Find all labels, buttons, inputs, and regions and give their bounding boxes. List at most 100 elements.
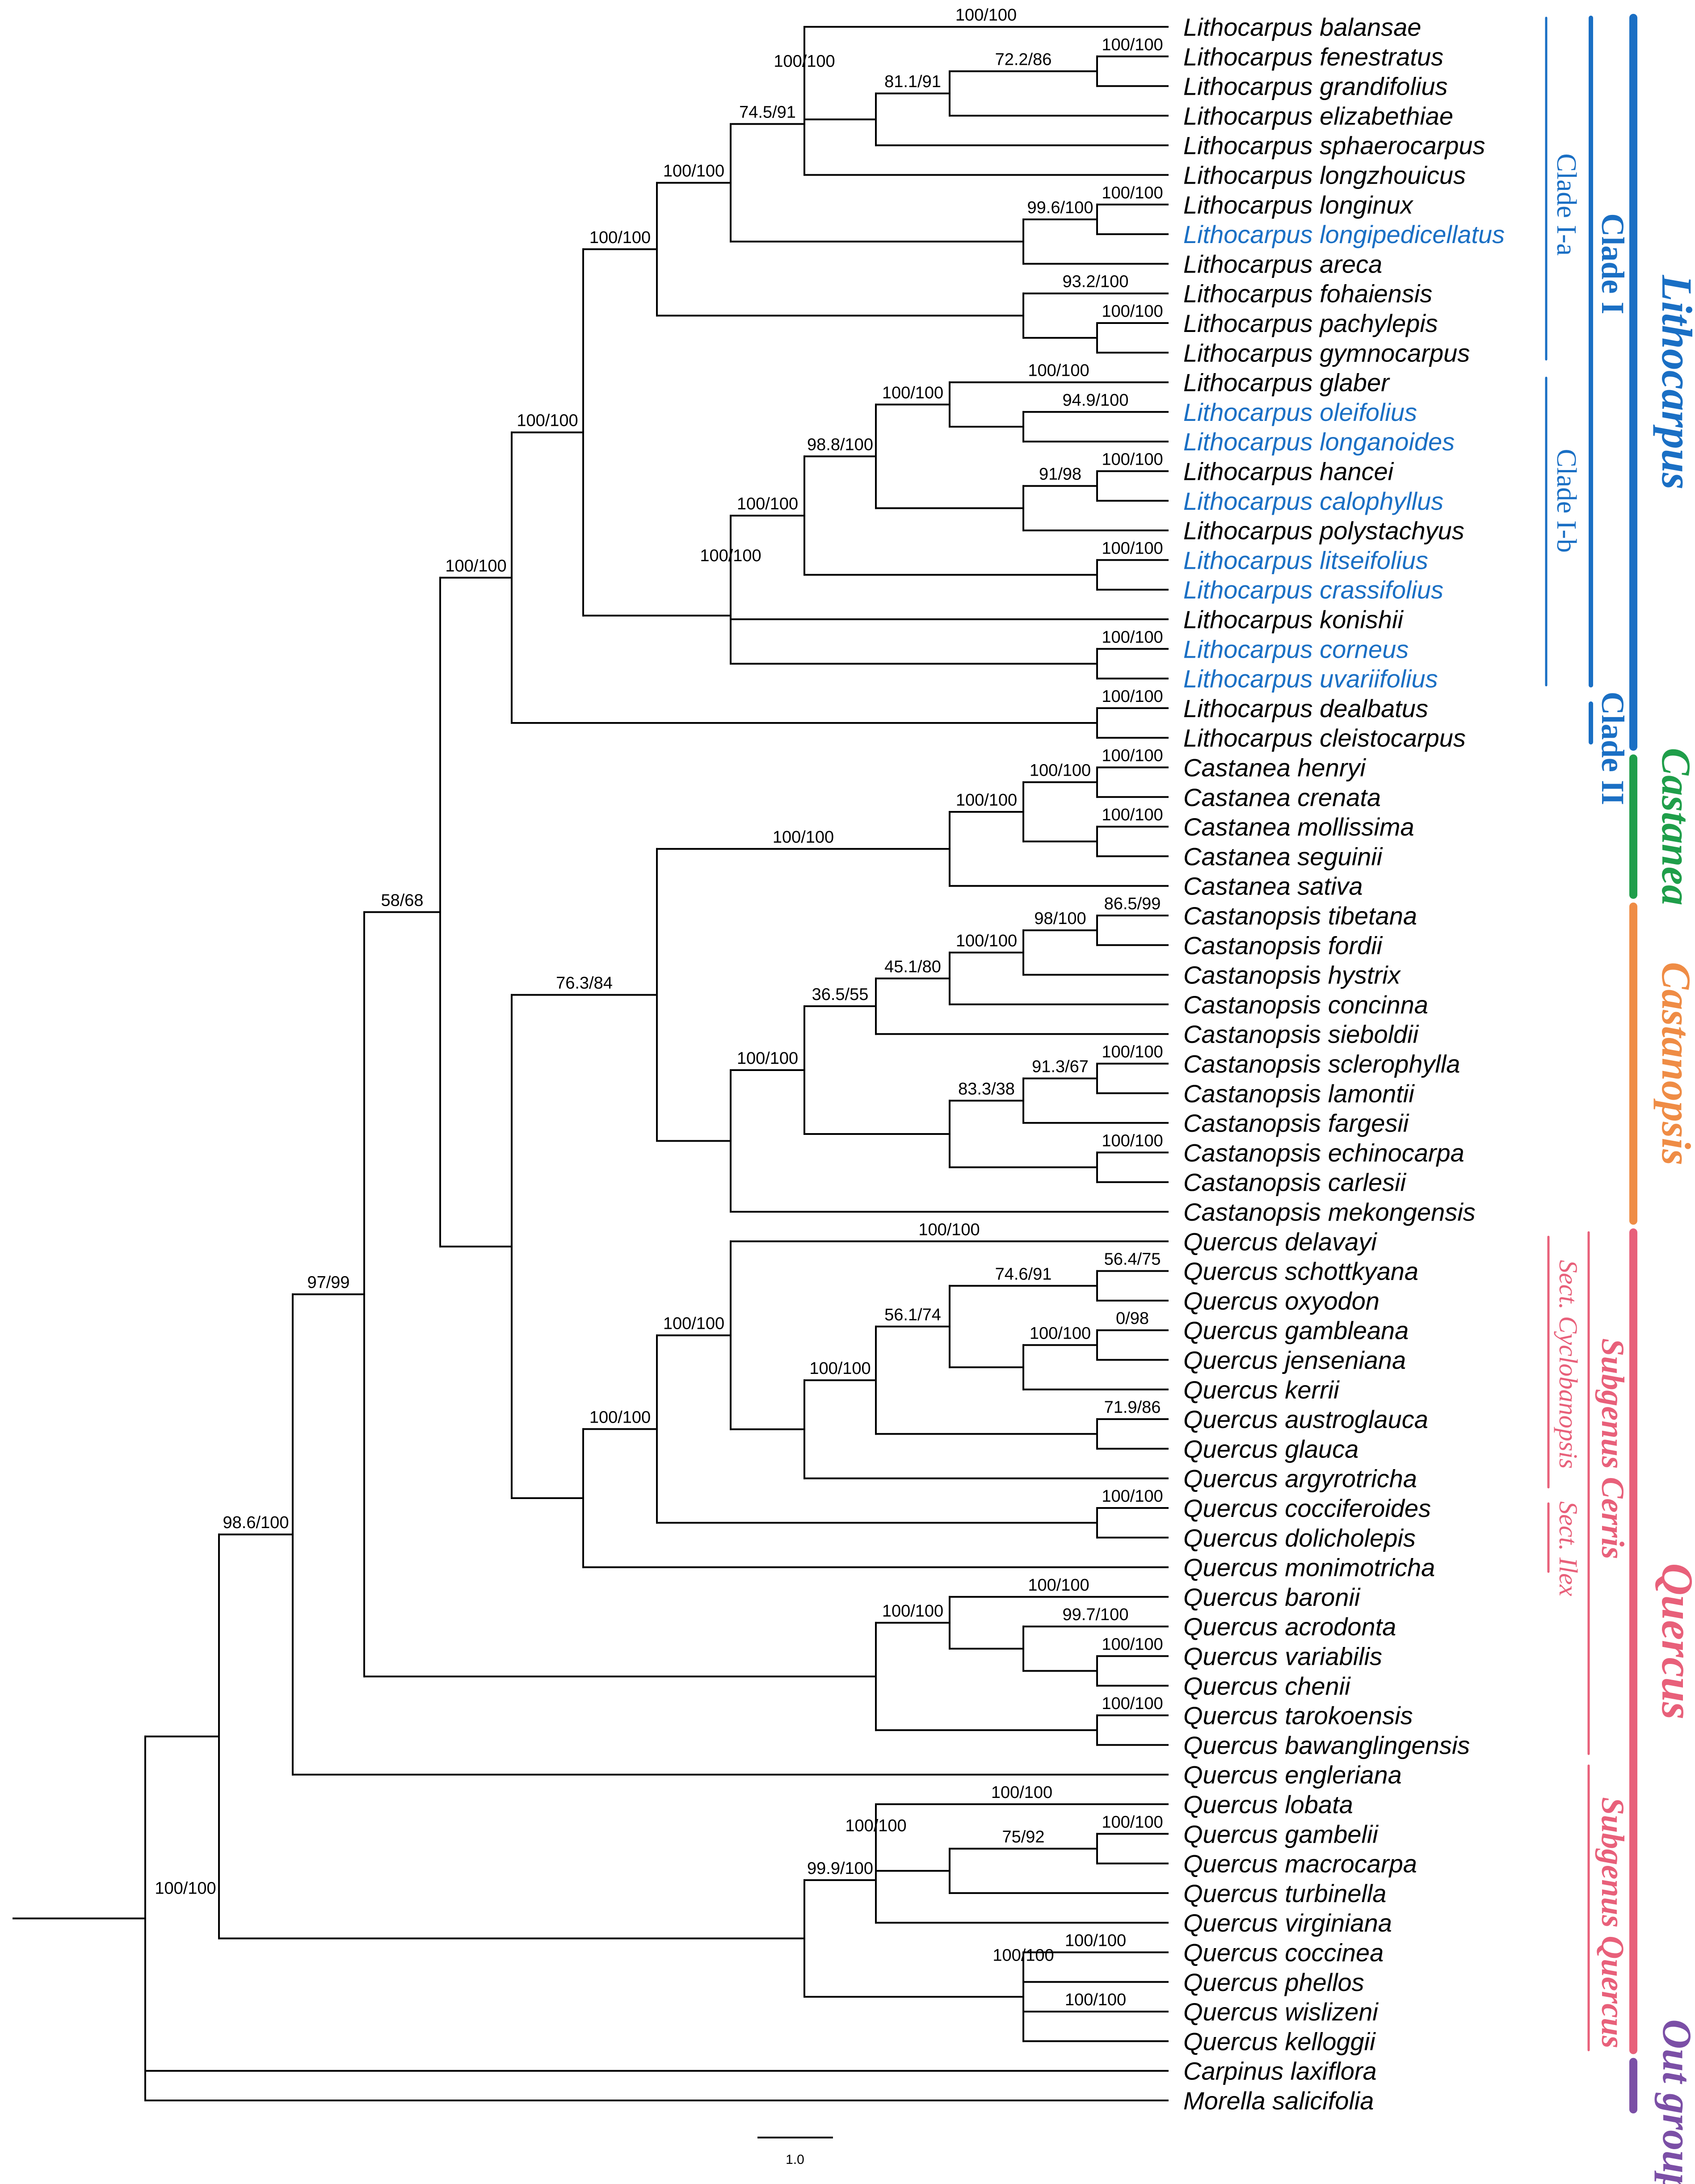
taxon-label: Quercus bawanglingensis	[1183, 1731, 1470, 1759]
taxon-label: Quercus tarokoensis	[1183, 1701, 1413, 1730]
taxon-label: Lithocarpus balansae	[1183, 13, 1421, 41]
taxon-label: Lithocarpus uvariifolius	[1183, 665, 1438, 693]
taxon-label: Quercus kelloggii	[1183, 2027, 1376, 2055]
support-value-n_han_cal: 100/100	[1102, 450, 1163, 469]
taxon-label: Castanopsis fargesii	[1183, 1109, 1409, 1137]
support-value-n_Ib: 100/100	[700, 546, 761, 565]
taxon-label: Lithocarpus corneus	[1183, 635, 1409, 663]
support-value-n_gla_pol: 100/100	[882, 383, 943, 402]
taxon-label: Quercus lobata	[1183, 1790, 1353, 1819]
support-value-n_del_dol: 100/100	[663, 1315, 724, 1333]
taxon-label: Quercus gambleana	[1183, 1316, 1409, 1344]
taxon-label: Lithocarpus gymnocarpus	[1183, 339, 1470, 367]
clade-label-clade-i-a: Clade I-a	[1551, 153, 1581, 256]
taxon-label: Castanea sativa	[1183, 872, 1363, 900]
support-value-n_Ia_inner: 74.5/91	[739, 103, 796, 122]
support-value-n_gam_jen: 0/98	[1116, 1309, 1149, 1328]
taxon-label: Lithocarpus longzhouicus	[1183, 161, 1466, 189]
taxon-label: Castanopsis fordii	[1183, 931, 1383, 959]
taxon-label: Quercus schottkyana	[1183, 1257, 1418, 1285]
support-value-n_bar_che: 100/100	[1028, 1576, 1089, 1595]
taxon-label: Castanopsis hystrix	[1183, 961, 1401, 989]
support-value-n_pac_gym: 100/100	[1102, 302, 1163, 321]
support-value-n_II: 100/100	[1102, 687, 1163, 706]
taxon-label: Lithocarpus litseifolius	[1183, 546, 1428, 574]
taxon-label: Quercus phellos	[1183, 1968, 1364, 1996]
taxon-label: Lithocarpus crassifolius	[1183, 576, 1443, 604]
taxon-label: Quercus argyrotricha	[1183, 1465, 1417, 1493]
support-value-n_mol_seg: 100/100	[1102, 806, 1163, 824]
taxon-label: Lithocarpus hancei	[1183, 458, 1394, 486]
support-value-n_root: 100/100	[155, 1879, 216, 1898]
taxon-label: Lithocarpus longinux	[1183, 191, 1414, 219]
taxon-label: Lithocarpus fenestratus	[1183, 42, 1443, 71]
support-value-n_gla_kon: 100/100	[737, 495, 798, 513]
support-value-n_hen_seg: 100/100	[1030, 761, 1091, 780]
taxon-label: Quercus oxyodon	[1183, 1287, 1380, 1315]
taxon-label: Quercus macrocarpa	[1183, 1850, 1417, 1878]
support-value-n_lit_cra: 100/100	[1102, 539, 1163, 558]
taxon-label: Lithocarpus konishii	[1183, 605, 1404, 634]
taxon-label: Quercus baronii	[1183, 1583, 1361, 1611]
taxon-label: Quercus jenseniana	[1183, 1346, 1406, 1374]
support-value-n_SubQ: 99.9/100	[807, 1859, 873, 1878]
support-value-n_LCCQ: 100/100	[445, 557, 506, 575]
support-value-n_Castanopsis: 100/100	[737, 1049, 798, 1068]
taxon-label: Castanea henryi	[1183, 754, 1366, 782]
support-value-n_del_mon: 100/100	[589, 1408, 651, 1427]
clade-label-clade-ii: Clade II	[1595, 692, 1631, 805]
support-value-n_hen_cre: 100/100	[1102, 747, 1163, 765]
scale-bar: 1.0	[757, 2137, 833, 2167]
support-value-n_fen_gra: 100/100	[1102, 35, 1163, 54]
taxon-label: Castanopsis tibetana	[1183, 902, 1417, 930]
taxon-label: Quercus monimotricha	[1183, 1554, 1435, 1582]
taxon-label: Quercus kerrii	[1183, 1376, 1340, 1404]
support-value-n_tib_for: 86.5/99	[1104, 895, 1161, 913]
support-value-n_del_arg: 100/100	[918, 1220, 980, 1239]
group-label-quercus: Quercus	[1653, 1563, 1695, 1719]
taxon-label: Lithocarpus elizabethiae	[1183, 102, 1453, 130]
support-value-n_CCQ: 76.3/84	[556, 974, 613, 993]
support-value-n_Castanea: 100/100	[956, 791, 1017, 810]
taxon-label: Carpinus laxiflora	[1183, 2057, 1377, 2085]
clade-label-clade-i: Clade I	[1595, 213, 1631, 314]
support-value-n_ingroup: 98.6/100	[223, 1513, 289, 1532]
support-value-n_cor_uva: 100/100	[1102, 628, 1163, 647]
support-value-n_coc_dol: 100/100	[1102, 1487, 1163, 1506]
taxon-label: Castanopsis concinna	[1183, 991, 1428, 1019]
section-label-sect-cyclobanopsis: Sect. Cyclobanopsis	[1554, 1260, 1583, 1469]
support-value-n_ole_lga: 94.9/100	[1063, 391, 1129, 410]
support-value-n_fgr_eli: 72.2/86	[995, 50, 1052, 69]
support-value-n_bar_baw: 100/100	[882, 1602, 943, 1621]
support-value-n_wis_kel: 100/100	[1065, 1991, 1126, 2009]
support-value-n_Litho: 100/100	[517, 412, 578, 430]
group-label-out-group: Out group	[1654, 2019, 1695, 2184]
taxon-label: Lithocarpus calophyllus	[1183, 487, 1443, 515]
taxon-label: Quercus glauca	[1183, 1435, 1359, 1463]
support-value-n_CC: 100/100	[773, 828, 834, 847]
taxon-label: Quercus wislizeni	[1183, 1998, 1379, 2026]
taxon-label: Quercus chenii	[1183, 1672, 1351, 1700]
support-value-n_Ia: 100/100	[663, 162, 724, 181]
taxon-label: Quercus coccinea	[1183, 1939, 1384, 1967]
support-value-n_tib_hys: 98/100	[1034, 909, 1086, 928]
taxon-label: Quercus gambelii	[1183, 1820, 1379, 1848]
support-value-n_aus_gla: 71.9/86	[1104, 1398, 1161, 1417]
support-value-n_var_che: 100/100	[1102, 1635, 1163, 1654]
support-value-n_lob_vir: 100/100	[845, 1817, 906, 1835]
taxon-label: Quercus cocciferoides	[1183, 1494, 1431, 1522]
group-annotations: Lithocarpus Castanea Castanopsis Quercus Out…	[1545, 14, 1695, 2184]
taxon-label: Lithocarpus longipedicellatus	[1183, 220, 1505, 248]
taxon-label: Morella salicifolia	[1183, 2087, 1374, 2115]
taxon-label: Castanea seguinii	[1183, 842, 1383, 870]
taxon-label: Quercus austroglauca	[1183, 1405, 1428, 1433]
support-value-n_lob_tur: 100/100	[991, 1783, 1052, 1802]
taxon-label: Lithocarpus polystachyus	[1183, 517, 1464, 545]
support-value-n_ech_car: 100/100	[1102, 1131, 1163, 1150]
support-value-n_gab_tur: 75/92	[1002, 1827, 1044, 1846]
support-value-n_gla: 100/100	[1028, 361, 1089, 380]
taxon-label: Quercus engleriana	[1183, 1761, 1402, 1789]
